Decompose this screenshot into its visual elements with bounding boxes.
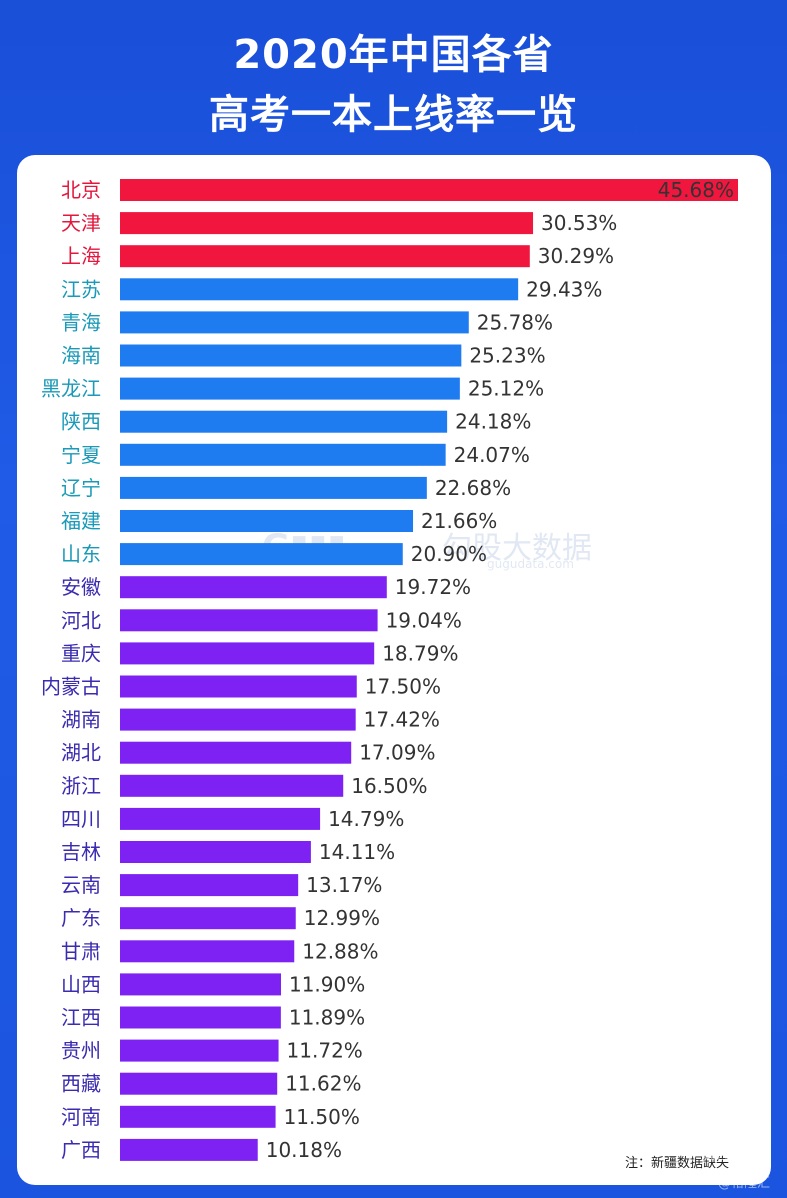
value-label: 25.23%	[469, 344, 545, 368]
value-label: 22.68%	[435, 476, 511, 500]
value-label: 25.78%	[477, 310, 553, 334]
category-label: 青海	[61, 310, 101, 334]
bar	[120, 874, 299, 897]
bar-chart: 北京 45.68% 天津 30.53% 上海 30.29% 江苏 29.43% 青海 25.78%…	[41, 178, 738, 1162]
value-label: 14.11%	[319, 840, 395, 864]
category-label: 宁夏	[61, 443, 101, 467]
category-label: 广东	[61, 906, 101, 930]
category-label: 广西	[61, 1138, 101, 1162]
footnote: 注：新疆数据缺失	[625, 1156, 730, 1171]
category-label: 贵州	[61, 1039, 101, 1063]
corner-watermark-line2: @格隆汇	[718, 1176, 771, 1191]
bar	[120, 576, 387, 599]
bar	[120, 841, 311, 863]
bar	[120, 973, 281, 996]
bar	[120, 1072, 278, 1095]
bar	[120, 443, 446, 466]
category-label: 重庆	[61, 641, 101, 665]
bar	[120, 476, 427, 499]
value-label: 17.09%	[359, 741, 435, 765]
bar	[120, 179, 738, 201]
bar	[120, 675, 357, 698]
bar	[120, 344, 462, 367]
bar	[120, 1006, 281, 1029]
value-label: 11.62%	[285, 1072, 361, 1096]
bar	[120, 1039, 279, 1062]
bar	[120, 510, 414, 532]
category-label: 吉林	[61, 840, 101, 864]
value-label: 16.50%	[351, 774, 427, 798]
category-label: 西藏	[61, 1072, 101, 1096]
corner-watermark-line1: 考试社区	[683, 1144, 748, 1163]
bar	[120, 774, 344, 797]
value-label: 17.42%	[364, 708, 440, 732]
category-label: 上海	[61, 244, 101, 268]
value-label: 25.12%	[468, 377, 544, 401]
category-label: 湖南	[61, 708, 101, 732]
bar	[120, 642, 375, 665]
category-label: 海南	[61, 344, 101, 368]
category-label: 内蒙古	[41, 675, 101, 699]
value-label: 12.99%	[304, 906, 380, 930]
value-label: 19.72%	[395, 575, 471, 599]
chart-title-line1: 2020年中国各省	[233, 32, 554, 78]
watermark-brand: 勾股大数据	[442, 531, 592, 566]
bar	[120, 907, 296, 930]
value-label: 11.72%	[287, 1039, 363, 1063]
value-label: 29.43%	[526, 277, 602, 301]
value-label: 30.53%	[541, 211, 617, 235]
category-label: 北京	[61, 178, 101, 202]
value-label: 11.90%	[289, 972, 365, 996]
bar	[120, 708, 356, 731]
value-label: 13.17%	[306, 873, 382, 897]
category-label: 山西	[61, 972, 101, 996]
bar	[120, 1105, 276, 1128]
value-label: 24.07%	[454, 443, 530, 467]
category-label: 湖北	[61, 741, 101, 765]
watermark-url: gugudata.com	[487, 557, 574, 571]
category-label: 陕西	[61, 410, 101, 434]
category-label: 四川	[61, 807, 101, 831]
bar	[120, 940, 295, 963]
bar	[120, 543, 403, 566]
bar	[120, 278, 519, 301]
category-label: 江苏	[61, 277, 101, 301]
value-label: 19.04%	[386, 608, 462, 632]
category-label: 河北	[61, 608, 101, 632]
value-label: 20.90%	[411, 542, 487, 566]
bar	[120, 377, 460, 400]
category-label: 福建	[61, 509, 101, 533]
category-label: 黑龙江	[41, 377, 101, 401]
value-label: 11.89%	[289, 1006, 365, 1030]
value-label: 10.18%	[266, 1138, 342, 1162]
category-label: 浙江	[61, 774, 101, 798]
bar	[120, 245, 530, 268]
category-label: 甘肃	[61, 939, 101, 963]
value-label: 45.68%	[658, 178, 734, 202]
category-label: 安徽	[61, 575, 101, 599]
bar	[120, 609, 378, 632]
bar	[120, 311, 469, 334]
value-label: 24.18%	[455, 410, 531, 434]
value-label: 21.66%	[421, 509, 497, 533]
bar	[120, 212, 534, 235]
value-label: 12.88%	[302, 939, 378, 963]
category-label: 河南	[61, 1105, 101, 1129]
chart-card: G▮▮▮ 勾股大数据 gugudata.com 北京45.68%天津30.53%…	[17, 155, 771, 1185]
category-label: 江西	[61, 1006, 101, 1030]
category-label: 辽宁	[61, 476, 101, 500]
value-label: 18.79%	[382, 641, 458, 665]
bar	[120, 741, 352, 764]
value-label: 30.29%	[538, 244, 614, 268]
value-label: 17.50%	[365, 675, 441, 699]
chart-title-line2: 高考一本上线率一览	[209, 92, 578, 138]
bar	[120, 807, 321, 830]
category-label: 山东	[61, 542, 101, 566]
category-label: 云南	[61, 873, 101, 897]
value-label: 14.79%	[328, 807, 404, 831]
value-label: 11.50%	[284, 1105, 360, 1129]
bar	[120, 410, 448, 433]
category-label: 天津	[61, 211, 101, 235]
bar	[120, 1138, 258, 1161]
